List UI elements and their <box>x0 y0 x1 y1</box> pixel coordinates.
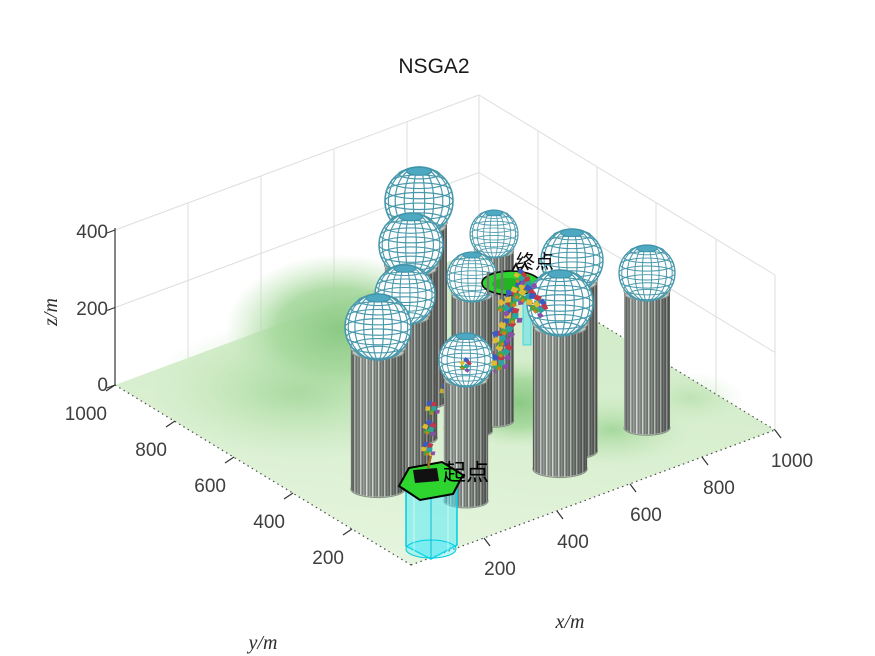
y-tick-label: 200 <box>312 548 344 569</box>
obstacle-dome <box>618 244 676 302</box>
obstacle-tower <box>618 244 676 436</box>
x-tick-label: 400 <box>557 532 589 553</box>
obstacle-dome <box>469 209 519 259</box>
end-antenna-icon <box>511 260 529 272</box>
plot-title: NSGA2 <box>398 55 469 78</box>
z-axis-label: z/m <box>40 298 62 327</box>
y-tick-label: 1000 <box>65 404 107 425</box>
z-tick-label: 0 <box>97 375 108 396</box>
obstacle-dome <box>344 293 412 361</box>
y-tick-label: 800 <box>135 440 167 461</box>
z-tick-label: 200 <box>76 299 108 320</box>
x-axis-label: x/m <box>555 611 585 633</box>
y-tick-label: 400 <box>253 512 285 533</box>
obstacle-tower <box>526 269 594 479</box>
x-tick-label: 600 <box>630 505 662 526</box>
x-tick-label: 200 <box>484 559 516 580</box>
start-point-label: 起点 <box>443 459 489 485</box>
x-axis-ticks <box>483 429 782 547</box>
start-prism-highlight <box>413 492 449 552</box>
x-tick-label: 1000 <box>771 451 813 472</box>
obstacle-tower <box>344 293 412 499</box>
end-pad-occlusion-bars <box>486 271 504 296</box>
y-axis-ticks <box>105 384 353 536</box>
start-antenna-icon <box>426 454 433 469</box>
end-point-label: 终点 <box>516 251 554 273</box>
start-pad-marking <box>413 468 439 483</box>
z-tick-label: 400 <box>76 222 108 243</box>
x-tick-label: 800 <box>703 478 735 499</box>
y-tick-label: 600 <box>194 476 226 497</box>
y-axis-label: y/m <box>247 632 278 654</box>
start-point-platform <box>397 451 465 560</box>
